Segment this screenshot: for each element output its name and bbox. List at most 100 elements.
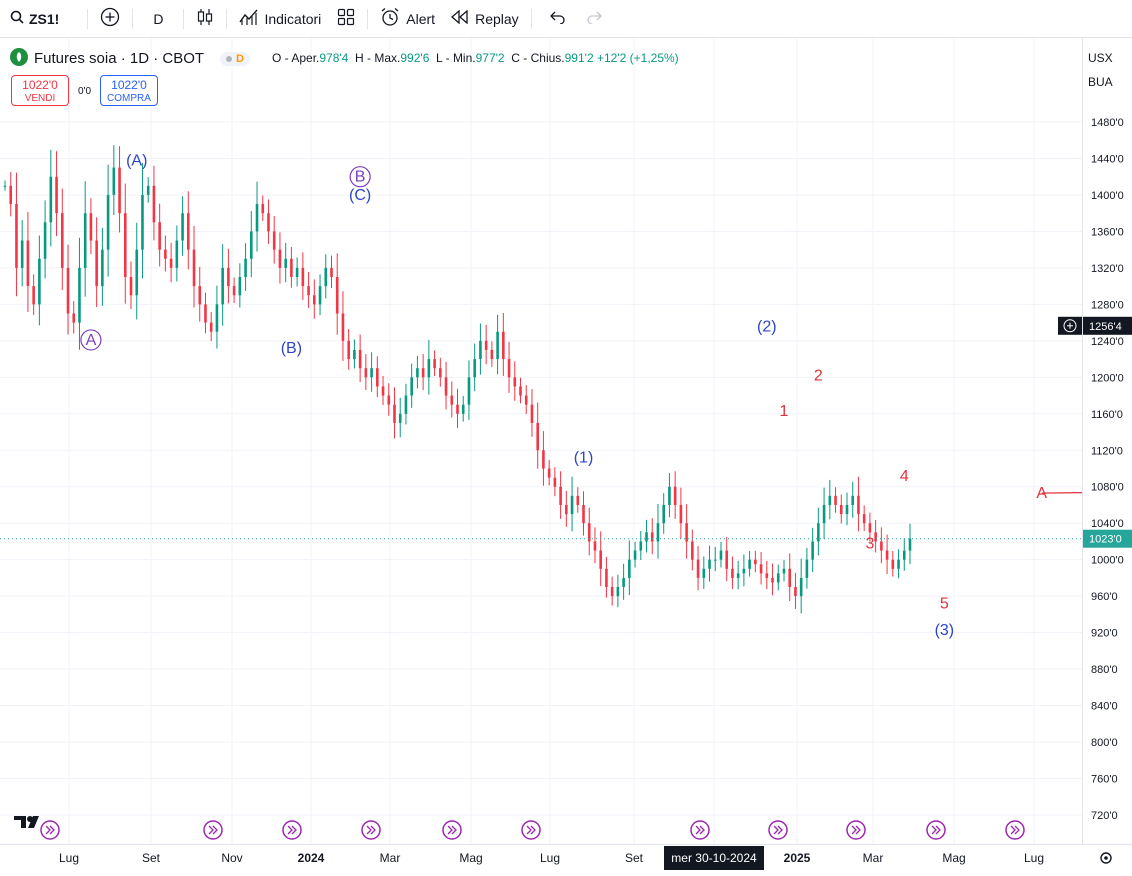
wave-label[interactable]: 4: [900, 468, 909, 485]
buy-button[interactable]: 1022'0 COMPRA: [100, 75, 158, 106]
candle-body: [742, 568, 746, 574]
replay-button[interactable]: Replay: [443, 0, 527, 38]
candle-body: [3, 185, 7, 187]
chart-type-button[interactable]: [188, 0, 222, 38]
wave-label[interactable]: (1): [574, 450, 594, 467]
chart-pane[interactable]: (A)AB(C)(B)(1)(2)21435(3)ABCDE(4)(5)Cy(c…: [0, 38, 1132, 844]
time-axis[interactable]: Lug Set Nov 2024 Mar Mag Lug Set mer 30-10-2024 2…: [0, 844, 1132, 870]
candle-body: [9, 185, 13, 205]
candle-body: [868, 523, 872, 533]
wave-label[interactable]: 1: [780, 403, 789, 420]
candle-body: [364, 368, 368, 378]
rewind-icon: [451, 9, 469, 27]
price-axis[interactable]: 1480'0 1440'0 1400'0 1360'0 1320'0 1280'0 1240…: [1082, 38, 1132, 844]
wave-label[interactable]: 5: [940, 595, 949, 612]
undo-icon: [548, 10, 566, 27]
triangle-upper-trendline[interactable]: [1041, 489, 1132, 494]
time-tick-label: Nov: [221, 851, 242, 865]
undo-button[interactable]: [536, 0, 578, 38]
layouts-button[interactable]: [329, 0, 363, 38]
candle-body: [461, 404, 465, 414]
chevron-right-icon: [935, 825, 941, 835]
settlement-button[interactable]: BUA: [1088, 75, 1113, 89]
candle-body: [89, 213, 93, 241]
chevron-right-icon: [855, 825, 861, 835]
candle-body: [20, 240, 24, 268]
candle-body: [880, 541, 883, 551]
candle-body: [95, 240, 98, 287]
wave-label[interactable]: A: [86, 332, 97, 349]
time-axis-scale[interactable]: Lug Set Nov 2024 Mar Mag Lug Set mer 30-10-2024 2…: [0, 845, 1132, 871]
wave-label[interactable]: (B): [281, 340, 302, 357]
candle-body: [582, 504, 585, 524]
candle-body: [209, 322, 213, 332]
candle-body: [473, 359, 476, 378]
separator: [226, 8, 228, 29]
candle-body: [736, 573, 740, 578]
candle-body: [524, 395, 528, 405]
time-tick-label: 2025: [784, 851, 811, 865]
candle-body: [593, 541, 597, 551]
price-chart[interactable]: (A)AB(C)(B)(1)(2)21435(3)ABCDE(4)(5)Cy(c…: [0, 38, 1132, 844]
candle-body: [290, 258, 293, 278]
candle-body: [536, 422, 539, 451]
candle-body: [502, 331, 505, 360]
interval-button[interactable]: D: [137, 0, 179, 38]
separator: [87, 8, 89, 29]
candles-icon: [196, 7, 214, 30]
symbol-search[interactable]: ZS1!: [0, 0, 67, 38]
candle-body: [433, 359, 436, 369]
time-tick-label: Mag: [942, 851, 965, 865]
badge-label: D: [236, 52, 244, 65]
candle-body: [301, 267, 305, 287]
candle-body: [902, 550, 906, 560]
candle-body: [370, 368, 373, 378]
candle-body: [181, 213, 184, 241]
candle-body: [358, 349, 362, 369]
redo-icon: [586, 10, 604, 27]
candle-body: [799, 577, 803, 597]
indicators-icon: [239, 8, 259, 29]
candle-body: [261, 204, 265, 214]
candle-body: [55, 176, 58, 214]
chevron-right-icon: [530, 825, 536, 835]
candle-body: [662, 504, 666, 524]
chevron-right-icon: [699, 825, 705, 835]
price-axis-scale[interactable]: 1480'0 1440'0 1400'0 1360'0 1320'0 1280'0 1240…: [1083, 38, 1132, 844]
chevron-right-icon: [45, 825, 51, 835]
candle-body: [106, 194, 110, 250]
sell-button[interactable]: 1022'0 VENDI: [11, 75, 69, 106]
candle-body: [748, 559, 751, 569]
candle-body: [83, 213, 87, 268]
currency-button[interactable]: USX: [1088, 51, 1113, 65]
candle-body: [885, 550, 889, 560]
chevron-right-icon: [777, 825, 783, 835]
redo-button[interactable]: [578, 0, 612, 38]
candle-body: [759, 564, 763, 574]
candle-body: [576, 495, 580, 505]
wave-label[interactable]: (A): [126, 152, 147, 169]
price-tick-label: 840'0: [1091, 701, 1118, 713]
price-tick-label: 1240'0: [1091, 336, 1124, 348]
chevron-right-icon: [1014, 825, 1020, 835]
alert-label: Alert: [406, 10, 436, 27]
wave-label[interactable]: (C): [349, 187, 371, 204]
wave-label[interactable]: (2): [757, 318, 777, 335]
compare-button[interactable]: [92, 0, 128, 38]
price-tick-label: 1200'0: [1091, 372, 1124, 384]
alert-button[interactable]: Alert: [372, 0, 443, 38]
candle-body: [725, 550, 729, 569]
tradingview-logo[interactable]: [14, 816, 39, 828]
indicators-button[interactable]: Indicatori: [231, 0, 329, 38]
candle-body: [72, 313, 76, 323]
wave-label[interactable]: B: [355, 169, 366, 186]
gear-icon[interactable]: [1100, 852, 1112, 864]
wave-label[interactable]: A: [1036, 485, 1047, 502]
instrument-title[interactable]: Futures soia · 1D · CBOT: [34, 50, 205, 67]
legend-badge[interactable]: D: [220, 51, 250, 66]
wave-label[interactable]: 2: [814, 367, 823, 384]
wave-label[interactable]: 3: [865, 535, 874, 552]
candle-body: [817, 523, 820, 542]
wave-label[interactable]: (3): [935, 622, 955, 639]
candle-body: [330, 267, 333, 278]
